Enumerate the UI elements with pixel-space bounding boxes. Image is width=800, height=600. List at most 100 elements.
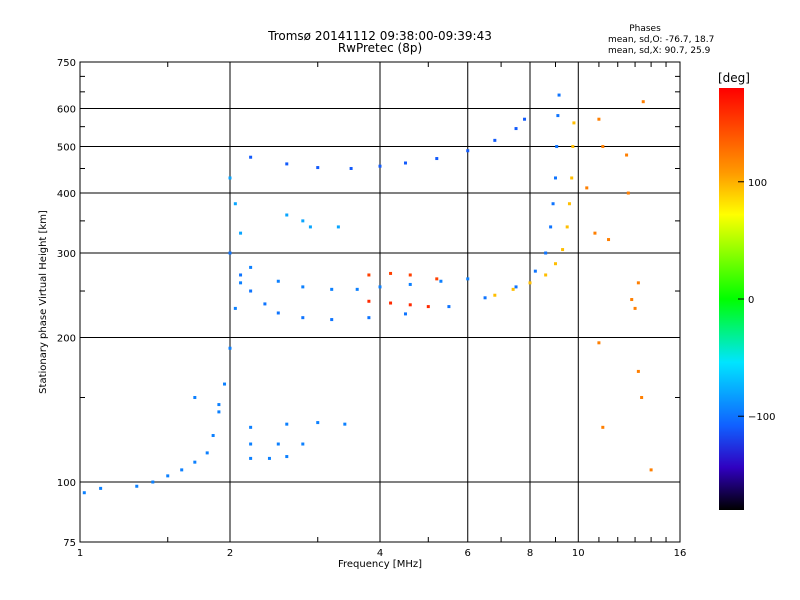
data-point xyxy=(570,176,574,180)
chart-subtitle: RwPretec (8p) xyxy=(338,41,422,55)
data-point xyxy=(336,225,340,229)
data-point xyxy=(607,238,611,242)
y-tick-label: 75 xyxy=(63,538,76,549)
data-point xyxy=(301,316,305,320)
data-point xyxy=(466,149,470,153)
data-point xyxy=(355,287,359,291)
data-point xyxy=(217,410,221,414)
data-point xyxy=(466,277,470,281)
data-point xyxy=(633,306,637,310)
data-point xyxy=(636,281,640,285)
data-point xyxy=(343,422,347,426)
data-point xyxy=(483,296,487,300)
x-tick-label: 2 xyxy=(227,548,233,559)
data-point xyxy=(239,231,243,235)
data-point xyxy=(585,186,589,190)
data-point xyxy=(267,456,271,460)
data-point xyxy=(99,486,103,490)
data-point xyxy=(572,121,576,125)
data-point xyxy=(435,277,439,281)
data-point xyxy=(285,213,289,217)
data-point xyxy=(217,403,221,407)
data-point xyxy=(571,145,575,149)
data-point xyxy=(636,369,640,373)
data-point xyxy=(301,442,305,446)
data-point xyxy=(285,455,289,459)
data-point xyxy=(211,434,215,438)
data-point xyxy=(193,396,197,400)
y-tick-label: 400 xyxy=(57,189,76,200)
data-point xyxy=(378,285,382,289)
data-point xyxy=(367,273,371,277)
data-point xyxy=(308,225,312,229)
stats-heading: Phases xyxy=(629,24,661,34)
data-point xyxy=(403,312,407,316)
data-point xyxy=(408,303,412,307)
data-point xyxy=(630,298,634,302)
data-point xyxy=(193,460,197,464)
data-point xyxy=(249,289,253,293)
data-point xyxy=(367,316,371,320)
data-point xyxy=(276,311,280,315)
data-point xyxy=(316,421,320,425)
data-point xyxy=(593,231,597,235)
y-tick-label: 100 xyxy=(57,478,76,489)
data-point xyxy=(249,442,253,446)
data-point xyxy=(228,251,232,255)
data-point xyxy=(228,176,232,180)
plot-frame xyxy=(79,61,681,543)
x-tick-label: 1 xyxy=(77,548,83,559)
data-point xyxy=(528,281,532,285)
data-point xyxy=(561,248,565,252)
data-point xyxy=(135,484,139,488)
data-point xyxy=(249,425,253,429)
data-point xyxy=(180,468,184,472)
data-point xyxy=(601,145,605,149)
data-point xyxy=(641,100,645,104)
data-point xyxy=(389,271,393,275)
scatter-group xyxy=(82,93,653,495)
data-point xyxy=(239,281,243,285)
data-point xyxy=(439,279,443,283)
data-point xyxy=(378,164,382,168)
data-point xyxy=(567,202,571,206)
data-point xyxy=(551,202,555,206)
x-tick-label: 6 xyxy=(465,548,471,559)
data-point xyxy=(555,145,559,149)
data-point xyxy=(408,273,412,277)
data-point xyxy=(601,425,605,429)
y-tick-label: 750 xyxy=(57,58,76,69)
data-point xyxy=(239,273,243,277)
data-point xyxy=(493,138,497,142)
data-point xyxy=(447,305,451,309)
stats-x-line: mean, sd,X: 90.7, 25.9 xyxy=(608,46,711,56)
stats-o-line: mean, sd,O: -76.7, 18.7 xyxy=(608,35,714,45)
data-point xyxy=(151,480,155,484)
data-point xyxy=(523,117,527,121)
data-point xyxy=(285,162,289,166)
data-point xyxy=(233,202,237,206)
data-point xyxy=(556,114,560,118)
y-ticks-group: 75 100 200 300 400 500 600 750 xyxy=(57,58,680,549)
data-point xyxy=(389,301,393,305)
data-point xyxy=(82,491,86,495)
x-axis-label: Frequency [MHz] xyxy=(338,559,422,570)
data-point xyxy=(205,451,209,455)
data-point xyxy=(640,396,644,400)
y-tick-label: 200 xyxy=(57,334,76,345)
data-point xyxy=(403,161,407,165)
data-point xyxy=(408,282,412,286)
data-point xyxy=(514,285,518,289)
data-point xyxy=(223,382,227,386)
data-point xyxy=(426,305,430,309)
data-point xyxy=(493,293,497,297)
data-point xyxy=(276,279,280,283)
data-point xyxy=(553,262,557,266)
data-point xyxy=(597,117,601,121)
colorbar-tick-label: 0 xyxy=(748,295,754,306)
y-tick-label: 300 xyxy=(57,249,76,260)
data-point xyxy=(597,341,601,345)
x-tick-label: 10 xyxy=(572,548,585,559)
colorbar-tick-label: 100 xyxy=(748,178,767,189)
